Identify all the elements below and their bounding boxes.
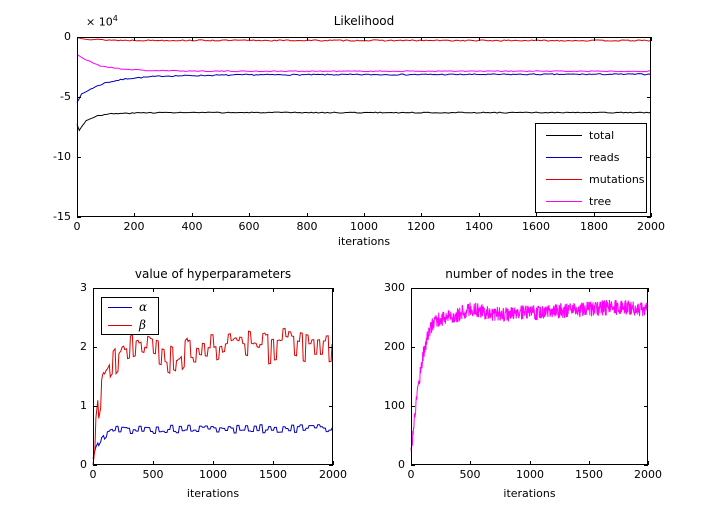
y-tick-label: -10 — [53, 150, 71, 163]
plot-area — [76, 37, 652, 218]
legend-line-sample — [546, 178, 582, 180]
x-tick-label: 2000 — [634, 468, 662, 481]
y-tick-label: 2 — [80, 340, 87, 353]
series-nodes-line — [410, 299, 649, 452]
legend-line-sample — [546, 156, 582, 158]
x-tick-label: 2000 — [637, 220, 665, 233]
legend-line-sample — [108, 324, 132, 326]
legend-entry-label: reads — [589, 150, 620, 164]
x-tick-label: 1400 — [465, 220, 493, 233]
legend-entry: α — [102, 300, 158, 314]
x-tick-label: 1500 — [575, 468, 603, 481]
legend-entry: mutations — [536, 173, 646, 186]
x-tick-label: 500 — [142, 468, 164, 481]
plot-title: value of hyperparameters — [134, 267, 292, 281]
y-axis-scale-label: × 104 — [86, 14, 118, 29]
legend-entry: reads — [536, 151, 646, 164]
x-axis-label: iterations — [337, 235, 391, 248]
legend-line-sample — [546, 200, 582, 202]
legend-entry: β — [102, 318, 158, 332]
nodes-plot: number of nodes in the tree iterations 0… — [384, 267, 662, 500]
plot-title: Likelihood — [333, 14, 395, 28]
series-tree-line — [76, 54, 652, 73]
legend-line-sample — [546, 134, 582, 136]
y-tick-label: 0 — [64, 30, 71, 43]
x-axis-label: iterations — [503, 487, 556, 500]
x-tick-label: 1800 — [580, 220, 608, 233]
x-tick-label: 0 — [407, 468, 415, 481]
series-alpha-line — [92, 424, 333, 459]
legend-entry-label: tree — [589, 194, 612, 208]
y-tick-label: 300 — [384, 281, 405, 294]
x-tick-label: 1600 — [522, 220, 550, 233]
legend-entry-label: α — [139, 300, 148, 314]
plot-area — [92, 288, 334, 466]
y-tick-label: 1 — [80, 399, 87, 412]
plot-area — [410, 288, 649, 466]
legend-line-sample — [108, 306, 132, 308]
legend: total reads mutations tree — [535, 123, 647, 213]
x-tick-label: 0 — [73, 220, 81, 233]
series-reads-line — [76, 73, 652, 103]
legend-entry: tree — [536, 195, 646, 208]
likelihood-plot: Likelihood × 104 total reads mutations tree… — [53, 14, 665, 248]
y-tick-label: 100 — [384, 399, 405, 412]
x-tick-label: 800 — [296, 220, 318, 233]
series-total-line — [76, 111, 652, 132]
y-tick-label: 0 — [398, 458, 405, 471]
legend-entry-label: β — [139, 318, 146, 332]
x-tick-label: 1000 — [516, 468, 544, 481]
y-tick-label: -15 — [53, 210, 71, 223]
y-scale-exponent: 4 — [112, 14, 118, 23]
legend-entry: total — [536, 129, 646, 142]
y-tick-label: 0 — [80, 458, 87, 471]
y-tick-label: -5 — [60, 90, 71, 103]
x-axis-label: iterations — [186, 487, 240, 500]
x-tick-label: 0 — [89, 468, 97, 481]
legend-entry-label: mutations — [589, 172, 645, 186]
series-beta-line — [92, 327, 334, 466]
y-tick-label: 3 — [80, 281, 87, 294]
x-tick-label: 1200 — [407, 220, 435, 233]
axes-box — [411, 288, 648, 465]
x-tick-label: 1500 — [259, 468, 287, 481]
x-tick-label: 200 — [123, 220, 145, 233]
x-tick-label: 500 — [459, 468, 481, 481]
x-tick-label: 2000 — [319, 468, 347, 481]
x-tick-label: 400 — [181, 220, 203, 233]
x-tick-label: 1000 — [199, 468, 227, 481]
y-tick-label: 200 — [384, 340, 405, 353]
x-tick-label: 1000 — [350, 220, 378, 233]
y-scale-base: × 10 — [86, 15, 113, 29]
legend-entry-label: total — [589, 128, 615, 142]
x-tick-label: 600 — [238, 220, 260, 233]
plot-title: number of nodes in the tree — [445, 267, 614, 281]
